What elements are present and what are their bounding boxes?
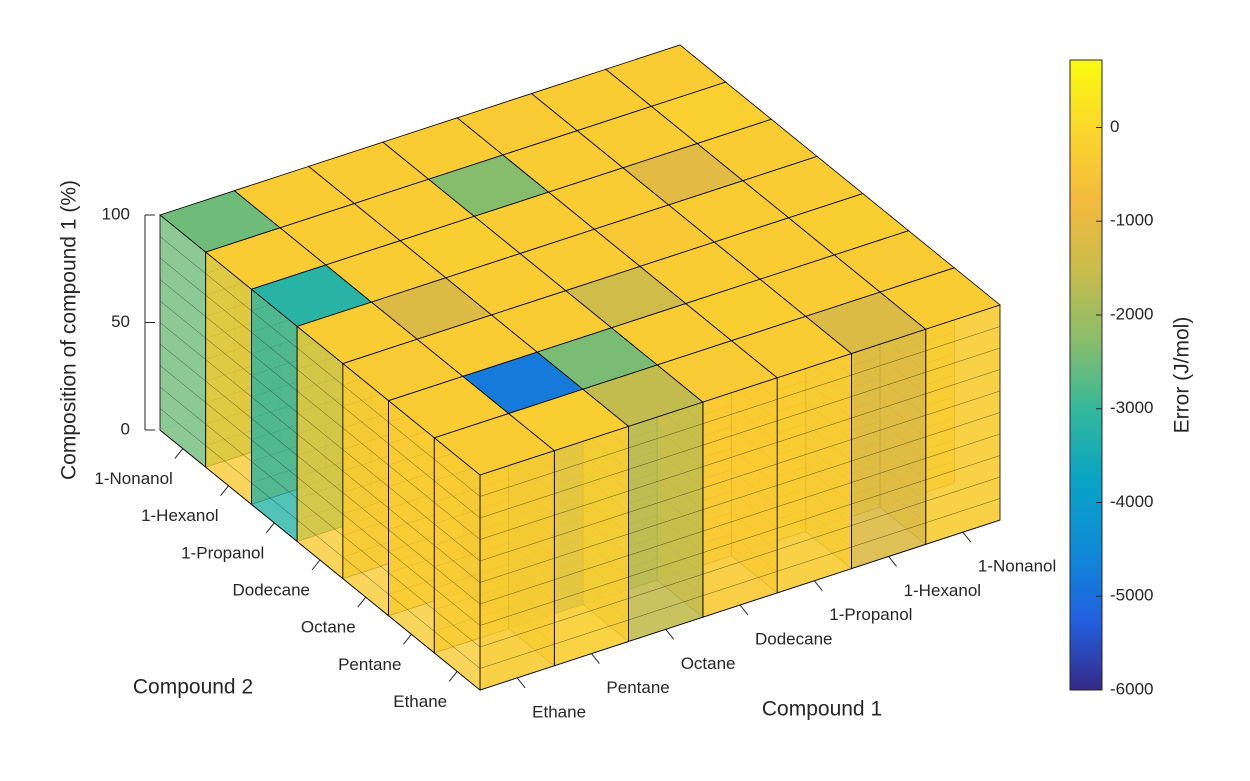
x-tick	[516, 677, 526, 689]
y-tick	[265, 522, 275, 534]
x-tick	[962, 531, 972, 543]
colorbar-tick-label: -5000	[1110, 586, 1153, 605]
y-tick	[311, 559, 321, 571]
x-tick-label: Dodecane	[755, 629, 833, 648]
x-axis-label: Compound 1	[762, 698, 882, 721]
colorbar-label: Error (J/mol)	[1171, 317, 1194, 434]
colorbar-tick-label: -3000	[1110, 398, 1153, 417]
y-tick-label: Ethane	[393, 692, 447, 711]
colorbar: 0 -1000 -2000 -3000 -4000 -5000 -6000	[1069, 59, 1153, 698]
x-tick-label: Ethane	[532, 702, 586, 721]
z-axis-label: Composition of compound 1 (%)	[58, 180, 81, 480]
y-tick	[448, 671, 458, 682]
y-tick	[403, 633, 412, 645]
x-tick-label: 1-Propanol	[829, 605, 912, 624]
plot-area: 0 50 100 Ethane Pentane Octane Dodecane 1-Propa…	[94, 44, 1056, 721]
x-tick	[665, 628, 675, 640]
y-tick	[174, 448, 184, 459]
x-tick-label: Octane	[681, 654, 736, 673]
z-tick-label: 0	[121, 419, 130, 438]
x-tick	[739, 604, 749, 616]
y-tick-label: Dodecane	[232, 580, 310, 599]
colorbar-tick-label: -6000	[1110, 679, 1153, 698]
colorbar-tick-label: -2000	[1110, 304, 1153, 323]
x-tick	[813, 580, 823, 592]
y-tick-label: Pentane	[338, 655, 401, 674]
y-tick-label: Octane	[301, 618, 356, 637]
z-tick-label: 100	[102, 204, 130, 223]
x-tick-label: 1-Hexanol	[904, 581, 982, 600]
colorbar-tick-label: -4000	[1110, 492, 1153, 511]
y-tick	[357, 596, 367, 608]
colorbar-tick-label: -1000	[1110, 211, 1153, 230]
y-tick-label: 1-Nonanol	[94, 469, 172, 488]
x-tick-label: Pentane	[606, 678, 669, 697]
y-tick-label: 1-Propanol	[181, 543, 264, 562]
z-tick-label: 50	[111, 312, 130, 331]
x-tick	[591, 653, 600, 664]
y-tick-label: 1-Hexanol	[141, 506, 219, 525]
x-tick-label: 1-Nonanol	[978, 557, 1056, 576]
y-axis-label: Compound 2	[133, 676, 253, 699]
y-tick	[220, 485, 229, 497]
x-tick	[888, 556, 897, 567]
colorbar-scale	[1069, 59, 1103, 691]
colorbar-tick-label: 0	[1110, 117, 1119, 136]
